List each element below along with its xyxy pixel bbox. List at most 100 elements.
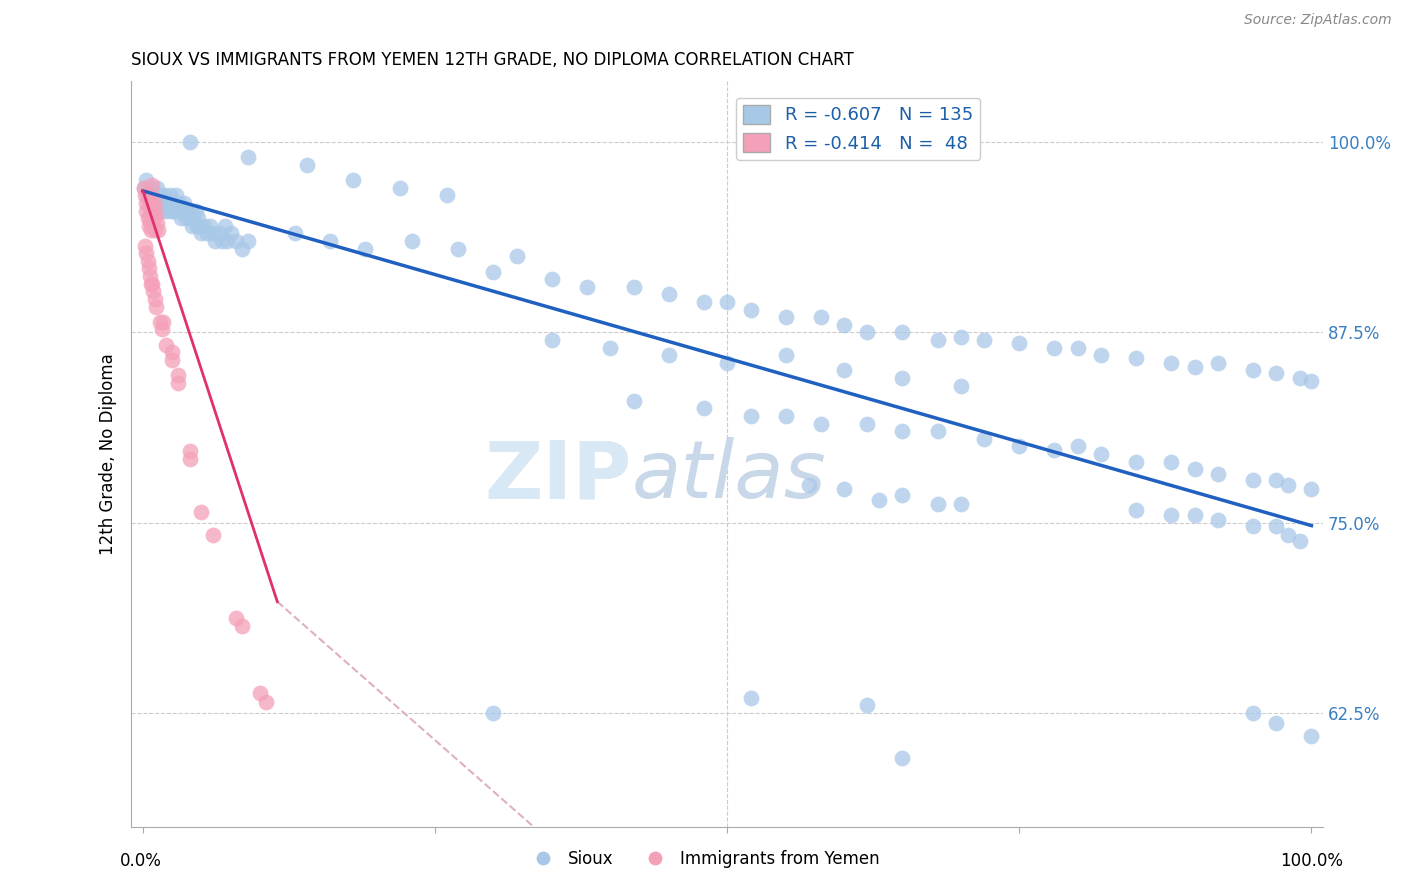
Point [1241, 518, 1264, 533]
Point [179, 135, 201, 149]
Point [832, 363, 855, 377]
Point [1125, 503, 1147, 517]
Point [1090, 348, 1112, 362]
Point [716, 295, 738, 310]
Point [202, 227, 225, 241]
Point [1241, 473, 1264, 487]
Point [142, 192, 165, 206]
Point [225, 611, 247, 625]
Point [150, 203, 173, 218]
Point [193, 219, 215, 233]
Point [143, 199, 166, 213]
Point [949, 378, 972, 392]
Point [623, 279, 645, 293]
Point [775, 409, 797, 423]
Point [599, 341, 621, 355]
Point [231, 242, 253, 256]
Point [211, 234, 233, 248]
Point [134, 188, 156, 202]
Text: atlas: atlas [631, 437, 827, 516]
Point [165, 188, 187, 202]
Point [187, 211, 209, 226]
Point [436, 188, 458, 202]
Point [141, 178, 163, 192]
Point [389, 181, 412, 195]
Point [139, 277, 162, 291]
Point [152, 196, 174, 211]
Point [138, 219, 160, 233]
Point [169, 203, 191, 218]
Point [181, 219, 204, 233]
Point [156, 203, 179, 218]
Point [1206, 467, 1229, 481]
Point [1160, 356, 1182, 370]
Point [1265, 473, 1288, 487]
Text: 100.0%: 100.0% [1279, 852, 1343, 870]
Text: SIOUX VS IMMIGRANTS FROM YEMEN 12TH GRADE, NO DIPLOMA CORRELATION CHART: SIOUX VS IMMIGRANTS FROM YEMEN 12TH GRAD… [131, 51, 853, 69]
Point [146, 223, 169, 237]
Point [145, 208, 167, 222]
Legend: R = -0.607   N = 135, R = -0.414   N =  48: R = -0.607 N = 135, R = -0.414 N = 48 [737, 98, 980, 160]
Point [167, 368, 190, 382]
Point [136, 253, 159, 268]
Point [176, 203, 198, 218]
Point [159, 188, 181, 202]
Point [139, 196, 162, 211]
Point [184, 203, 207, 218]
Point [179, 211, 201, 226]
Point [141, 277, 163, 291]
Point [949, 330, 972, 344]
Point [167, 376, 190, 390]
Point [1160, 508, 1182, 522]
Point [319, 234, 342, 248]
Point [541, 272, 564, 286]
Point [190, 227, 212, 241]
Point [139, 208, 162, 222]
Point [208, 227, 231, 241]
Point [204, 234, 226, 248]
Point [254, 695, 277, 709]
Point [856, 326, 879, 340]
Point [1184, 462, 1206, 476]
Point [160, 203, 183, 218]
Point [155, 337, 177, 351]
Point [1265, 518, 1288, 533]
Point [1125, 351, 1147, 366]
Point [141, 208, 163, 222]
Point [152, 315, 174, 329]
Point [1241, 363, 1264, 377]
Point [160, 345, 183, 359]
Point [139, 223, 162, 237]
Point [138, 261, 160, 276]
Point [1184, 508, 1206, 522]
Point [146, 181, 169, 195]
Point [973, 432, 995, 446]
Point [136, 211, 159, 226]
Point [949, 497, 972, 511]
Point [856, 417, 879, 431]
Point [214, 219, 236, 233]
Point [236, 150, 259, 164]
Point [160, 352, 183, 367]
Point [170, 211, 193, 226]
Point [1277, 477, 1299, 491]
Point [173, 196, 195, 211]
Point [143, 292, 166, 306]
Point [179, 444, 201, 458]
Point [775, 348, 797, 362]
Point [832, 318, 855, 332]
Point [284, 227, 307, 241]
Text: 0.0%: 0.0% [120, 852, 162, 870]
Point [135, 173, 157, 187]
Point [1206, 356, 1229, 370]
Point [162, 196, 184, 211]
Point [143, 223, 166, 237]
Point [149, 315, 172, 329]
Point [693, 295, 716, 310]
Point [868, 492, 890, 507]
Point [149, 188, 172, 202]
Point [927, 497, 949, 511]
Point [891, 424, 914, 438]
Point [832, 482, 855, 496]
Point [716, 356, 738, 370]
